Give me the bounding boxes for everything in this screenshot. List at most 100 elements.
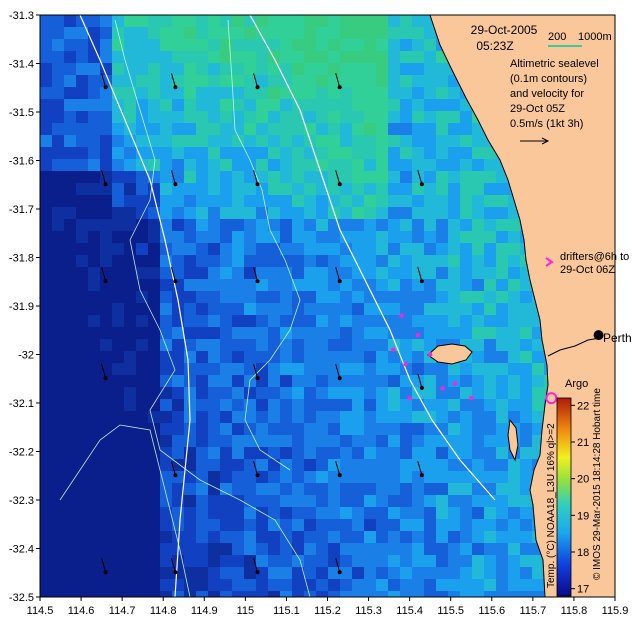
sst-cell [64,15,76,27]
sst-cell [412,423,424,435]
sst-cell [388,183,400,195]
sst-cell [76,483,88,495]
sst-cell [448,507,460,519]
sst-cell [412,459,424,471]
sst-cell [148,27,160,39]
sst-cell [112,315,124,327]
sst-cell [400,267,412,279]
sst-cell [124,591,136,597]
sst-cell [100,411,112,423]
sst-cell [412,351,424,363]
sst-cell [88,87,100,99]
sst-cell [88,63,100,75]
sst-cell [292,519,304,531]
sst-cell [424,63,436,75]
sst-cell [376,75,388,87]
sst-cell [280,423,292,435]
contour-line [114,19,311,597]
sst-cell [220,15,232,27]
sst-cell [160,363,172,375]
legend-line-1: Altimetric sealevel [510,58,599,70]
sst-cell [400,555,412,567]
sst-cell [100,231,112,243]
sst-cell [76,495,88,507]
sst-cell [364,135,376,147]
sst-cell [364,219,376,231]
sst-cell [112,159,124,171]
sst-cell [148,387,160,399]
sst-cell [112,411,124,423]
sst-cell [208,555,220,567]
sst-cell [412,339,424,351]
sst-cell [124,279,136,291]
sst-cell [76,567,88,579]
sst-cell [124,579,136,591]
sst-cell [400,255,412,267]
sst-cell [352,483,364,495]
sst-cell [448,519,460,531]
sst-cell [76,543,88,555]
sst-cell [76,291,88,303]
sst-cell [484,279,496,291]
sst-cell [448,231,460,243]
sst-cell [388,15,400,27]
sst-cell [520,555,532,567]
sst-cell [64,135,76,147]
sst-cell [100,87,112,99]
sst-cell [280,87,292,99]
sst-cell [268,543,280,555]
sst-cell [208,507,220,519]
sst-cell [76,39,88,51]
sst-cell [184,555,196,567]
sst-cell [100,531,112,543]
sst-cell [148,543,160,555]
sst-cell [448,99,460,111]
sst-cell [520,591,532,597]
sst-cell [460,387,472,399]
sst-cell [376,375,388,387]
sst-cell [352,579,364,591]
sst-cell [400,423,412,435]
sst-cell [64,459,76,471]
sst-cell [112,279,124,291]
sst-cell [196,303,208,315]
sst-cell [472,495,484,507]
x-tick-label: 115.2 [314,605,341,617]
x-tick-label: 114.8 [150,605,177,617]
sst-cell [184,579,196,591]
sst-cell [88,375,100,387]
sst-cell [388,435,400,447]
sst-cell [436,555,448,567]
sst-cell [316,255,328,267]
sst-cell [40,111,52,123]
sst-cell [436,255,448,267]
sst-cell [352,279,364,291]
sst-cell [232,111,244,123]
sst-cell [196,255,208,267]
sst-cell [256,423,268,435]
sst-cell [364,99,376,111]
sst-cell [208,159,220,171]
sst-cell [172,375,184,387]
sst-cell [484,231,496,243]
sst-cell [52,51,64,63]
sst-cell [424,531,436,543]
sst-cell [400,195,412,207]
sst-cell [256,351,268,363]
sst-cell [160,543,172,555]
sst-cell [376,267,388,279]
sst-cell [376,183,388,195]
velocity-vector [101,73,108,90]
sst-cell [148,315,160,327]
sst-cell [244,399,256,411]
sst-cell [364,387,376,399]
sst-cell [148,171,160,183]
sst-cell [388,591,400,597]
sst-cell [508,255,520,267]
sst-cell [496,219,508,231]
sst-cell [172,111,184,123]
sst-cell [460,195,472,207]
sst-cell [88,435,100,447]
sst-cell [148,483,160,495]
sst-cell [460,543,472,555]
